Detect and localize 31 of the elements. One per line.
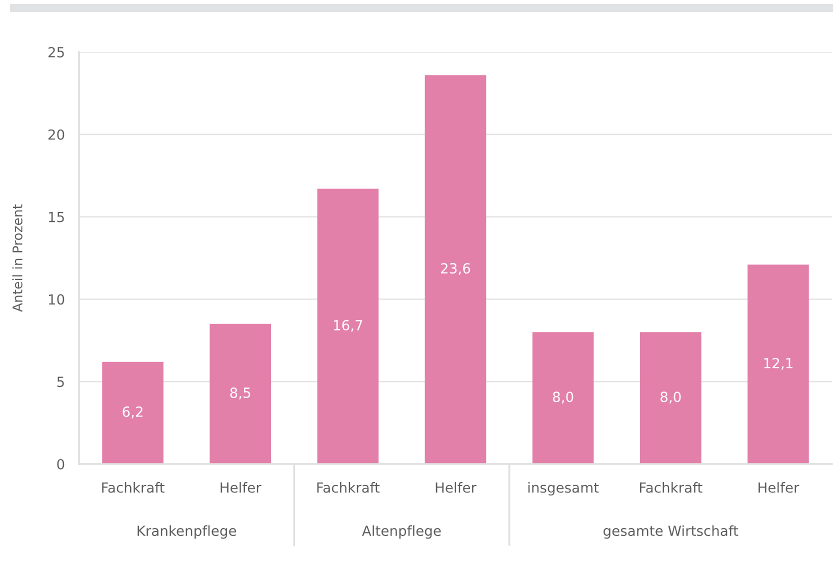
data-label: 8,0	[552, 392, 574, 404]
bar	[532, 332, 594, 464]
y-axis-title: Anteil in Prozent	[12, 204, 22, 312]
data-label: 6,2	[122, 406, 142, 418]
x-tick-label: Fachkraft	[102, 482, 164, 493]
data-label: 16,7	[334, 320, 362, 332]
bar	[748, 264, 809, 464]
data-label: 8,5	[230, 387, 250, 400]
data-label: 8,0	[660, 392, 681, 404]
text: gesamte Wirtschaft	[604, 525, 738, 539]
y-tick-label: 15	[48, 212, 64, 222]
x-tick-label: Helfer	[220, 482, 262, 493]
bar	[210, 324, 272, 464]
bar	[317, 188, 379, 464]
x-tick-label: Fachkraft	[317, 482, 380, 493]
y-tick-label: 25	[48, 46, 64, 58]
bar	[102, 362, 164, 464]
y-tick-label: 10	[48, 294, 64, 305]
x-tick-label: Helfer	[758, 482, 800, 493]
y-tick-label: 20	[48, 129, 64, 140]
x-tick-label: insgesamt	[528, 482, 599, 496]
x-tick-label: Helfer	[436, 482, 476, 493]
text: Altenpflege	[362, 525, 441, 539]
y-tick-label: 0	[57, 458, 64, 470]
data-label: 12,1	[764, 358, 792, 370]
text: Krankenpflege	[138, 525, 236, 539]
data-label: 23,6	[441, 263, 470, 275]
bar	[640, 332, 702, 464]
bar	[424, 75, 486, 464]
y-tick-label: 5	[57, 376, 64, 388]
x-tick-label: Fachkraft	[640, 482, 702, 493]
